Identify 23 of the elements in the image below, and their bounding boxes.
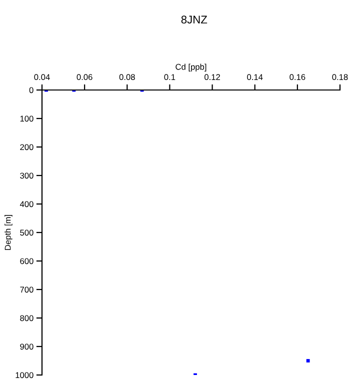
y-axis-title: Depth [m]	[4, 215, 12, 250]
chart-title: 8JNZ	[181, 16, 208, 24]
y-tick-label: 200	[20, 144, 34, 150]
y-tick-label: 600	[20, 258, 34, 264]
x-tick-label: 0.04	[34, 74, 50, 80]
y-tick-label: 700	[20, 286, 34, 293]
y-tick-label: 800	[20, 315, 34, 322]
x-axis-title: Cd [ppb]	[176, 64, 206, 72]
y-tick-label: 900	[20, 344, 34, 350]
y-tick-label: 400	[20, 201, 34, 208]
point	[306, 359, 310, 362]
x-tick-label: 0.12	[204, 74, 220, 80]
y-tick-label: 100	[20, 116, 34, 122]
x-tick-label: 0.06	[76, 74, 92, 80]
y-tick-label: 1000	[16, 372, 34, 378]
x-tick-label: 0.1	[164, 74, 176, 80]
x-tick-label: 0.14	[247, 74, 263, 80]
x-tick-label: 0.16	[290, 74, 306, 80]
x-tick-label: 0.18	[332, 74, 348, 80]
y-tick-label: 300	[20, 172, 34, 179]
x-tick-label: 0.08	[119, 74, 135, 80]
y-tick-label: 500	[20, 230, 34, 236]
y-tick-label: 0	[29, 87, 34, 94]
